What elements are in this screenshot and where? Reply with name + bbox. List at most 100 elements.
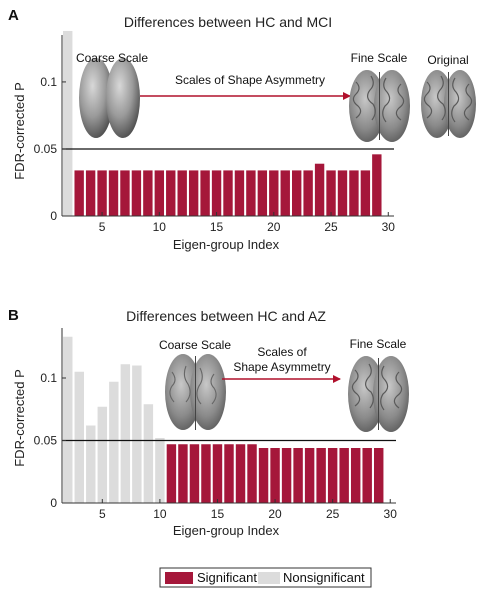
- coarse-scale-label: Coarse Scale: [76, 51, 148, 65]
- arrow-label-line-2: Shape Asymmetry: [233, 360, 330, 374]
- bar: [224, 444, 234, 503]
- y-tick-label: 0.05: [34, 142, 58, 156]
- bar: [362, 448, 372, 503]
- bar: [337, 170, 348, 216]
- x-tick-label: 30: [382, 220, 396, 234]
- bar: [314, 163, 325, 216]
- bar: [257, 170, 268, 216]
- legend: Significant Nonsignificant: [159, 567, 372, 588]
- bar: [327, 448, 338, 503]
- x-tick-label: 5: [99, 220, 106, 234]
- coarse-scale-label: Coarse Scale: [159, 338, 231, 352]
- bar: [304, 448, 315, 503]
- legend-label-significant: Significant: [197, 570, 257, 585]
- x-tick-label: 25: [326, 507, 340, 521]
- bar: [281, 448, 292, 503]
- x-tick-label: 30: [384, 507, 398, 521]
- fine-brain-image: [348, 356, 409, 432]
- original-label: Original: [427, 53, 468, 67]
- brain-illustrations: Coarse Scale Scales of Shape Asymmetry F…: [76, 51, 476, 142]
- bar: [143, 404, 154, 503]
- bar: [120, 364, 131, 503]
- panel-a: A Differences between HC and MCI FDR-cor…: [8, 7, 476, 252]
- plot-area: 0 0.05 0.1 5 10 15 20 25 30: [34, 328, 398, 521]
- legend-label-nonsignificant: Nonsignificant: [283, 570, 365, 585]
- chart-title: Differences between HC and AZ: [126, 308, 326, 324]
- bar: [339, 448, 349, 503]
- fine-scale-label: Fine Scale: [351, 51, 408, 65]
- bar: [270, 448, 280, 503]
- chart-title: Differences between HC and MCI: [124, 14, 332, 30]
- y-tick-label: 0: [50, 209, 57, 223]
- smooth-brain-image: [79, 58, 140, 138]
- bar: [177, 170, 187, 216]
- x-tick-label: 15: [210, 220, 224, 234]
- bar: [201, 444, 211, 503]
- bar: [63, 336, 73, 503]
- bar: [246, 170, 256, 216]
- y-tick-label: 0.05: [34, 434, 58, 448]
- y-tick-label: 0.1: [40, 371, 57, 385]
- bar: [155, 438, 165, 503]
- coarse-brain-image: [165, 354, 226, 430]
- bar: [120, 170, 130, 216]
- bar: [372, 154, 382, 216]
- bar: [280, 170, 290, 216]
- bar: [132, 365, 142, 503]
- bar: [86, 425, 96, 503]
- bar: [211, 170, 222, 216]
- x-tick-label: 10: [153, 507, 167, 521]
- bar: [349, 170, 359, 216]
- bar: [109, 381, 119, 503]
- bar: [350, 448, 361, 503]
- bar: [74, 170, 84, 216]
- bar: [178, 444, 188, 503]
- bar: [316, 448, 326, 503]
- bar: [143, 170, 153, 216]
- brain-illustrations: Coarse Scale Scales of Shape Asymmetry F…: [159, 337, 409, 432]
- bar: [154, 170, 165, 216]
- bar: [74, 371, 84, 503]
- y-axis-label: FDR-corrected P: [12, 369, 27, 467]
- bar: [235, 444, 246, 503]
- bar: [374, 448, 384, 503]
- x-tick-label: 25: [324, 220, 338, 234]
- x-tick-label: 10: [153, 220, 167, 234]
- y-tick-label: 0: [50, 496, 57, 510]
- panel-a-letter: A: [8, 7, 19, 24]
- bar: [360, 170, 371, 216]
- x-tick-label: 20: [268, 507, 282, 521]
- bar: [200, 170, 210, 216]
- bar: [166, 444, 177, 503]
- bar: [269, 170, 279, 216]
- arrow-label-line-1: Scales of: [257, 345, 307, 359]
- x-axis-label: Eigen-group Index: [173, 237, 280, 252]
- panel-b-letter: B: [8, 307, 19, 324]
- bar: [258, 448, 269, 503]
- bar: [63, 30, 73, 217]
- x-tick-label: 20: [267, 220, 281, 234]
- bar: [166, 170, 176, 216]
- bar: [108, 170, 119, 216]
- legend-swatch-significant: [165, 572, 193, 584]
- bar: [303, 170, 313, 216]
- bar: [292, 170, 302, 216]
- bar: [131, 170, 142, 216]
- bar: [293, 448, 303, 503]
- fine-scale-label: Fine Scale: [350, 337, 407, 351]
- plot-area: 0 0.05 0.1 5 10 15 20 25 30: [34, 30, 396, 234]
- original-brain-image: [421, 70, 476, 138]
- x-tick-label: 5: [99, 507, 106, 521]
- panel-b: B Differences between HC and AZ FDR-corr…: [8, 307, 409, 538]
- bar: [189, 444, 200, 503]
- fine-brain-image: [349, 70, 410, 142]
- y-axis-label: FDR-corrected P: [12, 82, 27, 180]
- bar: [247, 444, 257, 503]
- bar: [188, 170, 199, 216]
- arrow-label: Scales of Shape Asymmetry: [175, 73, 325, 87]
- x-tick-label: 15: [211, 507, 225, 521]
- bar: [326, 170, 336, 216]
- bar: [223, 170, 233, 216]
- bar: [212, 444, 223, 503]
